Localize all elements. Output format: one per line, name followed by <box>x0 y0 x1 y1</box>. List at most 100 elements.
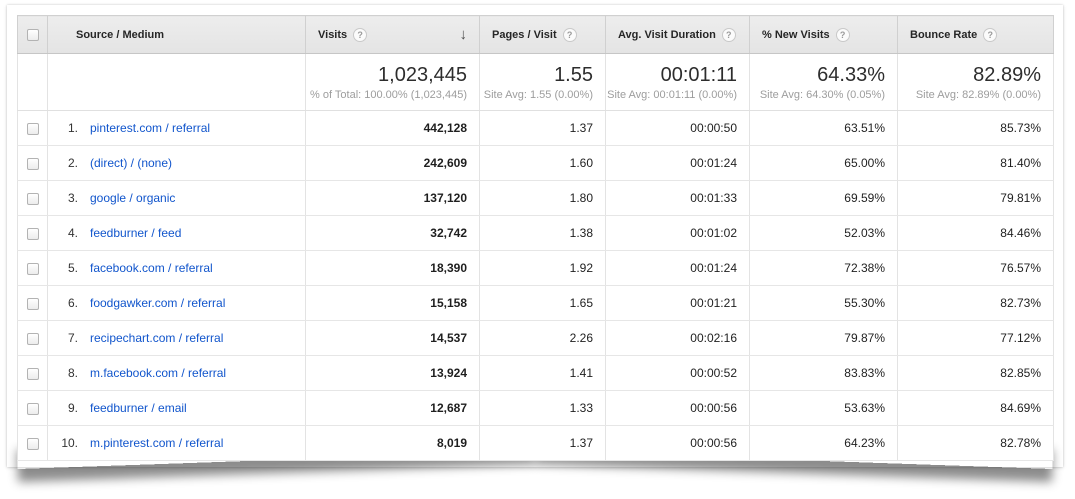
source-medium-link[interactable]: (direct) / (none) <box>90 156 173 170</box>
sort-descending-icon[interactable]: ↓ <box>459 26 468 43</box>
pages-per-visit-value: 1.38 <box>479 215 606 251</box>
column-header-avg-visit-duration: Avg. Visit Duration ? <box>605 15 750 54</box>
pct-new-visits-value: 52.03% <box>749 215 898 251</box>
visits-value: 15,158 <box>305 285 480 321</box>
bounce-rate-value: 84.46% <box>897 215 1054 251</box>
bounce-rate-value: 82.73% <box>897 285 1054 321</box>
visits-total-value: 1,023,445 <box>378 63 467 86</box>
row-checkbox[interactable] <box>26 262 39 275</box>
pages-per-visit-total-value: 1.55 <box>554 63 593 86</box>
source-medium-link[interactable]: feedburner / feed <box>90 226 182 240</box>
visits-value: 137,120 <box>305 180 480 216</box>
help-icon[interactable]: ? <box>721 27 736 42</box>
pages-per-visit-value: 1.92 <box>479 250 606 286</box>
pct-new-visits-header-label[interactable]: % New Visits <box>762 28 830 41</box>
row-rank: 7. <box>67 331 78 345</box>
table-row: 6. foodgawker.com / referral 15,158 1.65 … <box>17 285 1054 321</box>
pct-new-visits-value: 64.23% <box>749 425 898 461</box>
select-all-checkbox[interactable] <box>26 28 39 41</box>
visits-total-cell: 1,023,445 % of Total: 100.00% (1,023,445… <box>305 53 480 111</box>
table-row: 1. pinterest.com / referral 442,128 1.37 … <box>17 110 1054 146</box>
pages-per-visit-total-note: Site Avg: 1.55 (0.00%) <box>483 88 593 101</box>
visits-value: 14,537 <box>305 320 480 356</box>
table-row: 2. (direct) / (none) 242,609 1.60 00:01:2… <box>17 145 1054 181</box>
pages-per-visit-value: 1.65 <box>479 285 606 321</box>
pages-per-visit-value: 2.26 <box>479 320 606 356</box>
row-rank: 6. <box>67 296 78 310</box>
source-medium-header-label[interactable]: Source / Medium <box>76 28 165 41</box>
avg-visit-duration-value: 00:01:33 <box>605 180 750 216</box>
visits-header-label[interactable]: Visits <box>318 28 348 41</box>
visits-value: 32,742 <box>305 215 480 251</box>
pct-new-visits-value: 72.38% <box>749 250 898 286</box>
row-rank: 10. <box>61 436 78 450</box>
row-checkbox[interactable] <box>26 157 39 170</box>
bounce-rate-total-note: Site Avg: 82.89% (0.00%) <box>915 88 1041 101</box>
source-medium-link[interactable]: facebook.com / referral <box>90 261 213 275</box>
bounce-rate-value: 82.78% <box>897 425 1054 461</box>
source-medium-table: Source / Medium Visits ? ↓ Pages / Visit… <box>17 15 1054 461</box>
row-checkbox[interactable] <box>26 297 39 310</box>
pct-new-visits-value: 63.51% <box>749 110 898 146</box>
pages-per-visit-total-cell: 1.55 Site Avg: 1.55 (0.00%) <box>479 53 606 111</box>
row-checkbox[interactable] <box>26 122 39 135</box>
column-header-source-medium: Source / Medium <box>47 15 306 54</box>
row-checkbox[interactable] <box>26 227 39 240</box>
row-rank: 1. <box>67 121 78 135</box>
totals-checkbox-cell <box>17 53 48 111</box>
source-medium-link[interactable]: recipechart.com / referral <box>90 331 224 345</box>
source-medium-link[interactable]: google / organic <box>90 191 176 205</box>
row-checkbox[interactable] <box>26 402 39 415</box>
row-rank: 8. <box>67 366 78 380</box>
pct-new-visits-total-cell: 64.33% Site Avg: 64.30% (0.05%) <box>749 53 898 111</box>
avg-visit-duration-value: 00:02:16 <box>605 320 750 356</box>
row-checkbox[interactable] <box>26 332 39 345</box>
help-icon[interactable]: ? <box>835 27 850 42</box>
visits-value: 442,128 <box>305 110 480 146</box>
row-checkbox[interactable] <box>26 367 39 380</box>
bounce-rate-header-label[interactable]: Bounce Rate <box>910 28 978 41</box>
table-row: 3. google / organic 137,120 1.80 00:01:33… <box>17 180 1054 216</box>
table-row: 4. feedburner / feed 32,742 1.38 00:01:02… <box>17 215 1054 251</box>
report-sheet: Source / Medium Visits ? ↓ Pages / Visit… <box>7 5 1063 467</box>
help-icon[interactable]: ? <box>983 27 998 42</box>
avg-visit-duration-value: 00:01:21 <box>605 285 750 321</box>
avg-visit-duration-header-label[interactable]: Avg. Visit Duration <box>618 28 716 41</box>
pages-per-visit-value: 1.80 <box>479 180 606 216</box>
pages-per-visit-header-label[interactable]: Pages / Visit <box>492 28 557 41</box>
help-icon[interactable]: ? <box>562 27 577 42</box>
avg-visit-duration-total-value: 00:01:11 <box>660 63 737 86</box>
pct-new-visits-value: 53.63% <box>749 390 898 426</box>
pages-per-visit-value: 1.33 <box>479 390 606 426</box>
bounce-rate-value: 76.57% <box>897 250 1054 286</box>
totals-row: 1,023,445 % of Total: 100.00% (1,023,445… <box>17 53 1054 111</box>
row-checkbox[interactable] <box>26 192 39 205</box>
visits-total-note: % of Total: 100.00% (1,023,445) <box>310 88 467 101</box>
header-checkbox-cell <box>17 15 48 54</box>
pages-per-visit-value: 1.37 <box>479 110 606 146</box>
bounce-rate-value: 77.12% <box>897 320 1054 356</box>
pages-per-visit-value: 1.41 <box>479 355 606 391</box>
totals-source-cell <box>47 53 306 111</box>
visits-value: 242,609 <box>305 145 480 181</box>
source-medium-link[interactable]: m.facebook.com / referral <box>90 366 227 380</box>
source-medium-link[interactable]: pinterest.com / referral <box>90 121 211 135</box>
table-row: 10. m.pinterest.com / referral 8,019 1.37… <box>17 425 1054 461</box>
bounce-rate-total-cell: 82.89% Site Avg: 82.89% (0.00%) <box>897 53 1054 111</box>
bounce-rate-value: 81.40% <box>897 145 1054 181</box>
avg-visit-duration-value: 00:00:50 <box>605 110 750 146</box>
source-medium-link[interactable]: m.pinterest.com / referral <box>90 436 224 450</box>
header-row: Source / Medium Visits ? ↓ Pages / Visit… <box>17 15 1054 54</box>
help-icon[interactable]: ? <box>353 27 368 42</box>
pages-per-visit-value: 1.37 <box>479 425 606 461</box>
row-checkbox[interactable] <box>26 437 39 450</box>
avg-visit-duration-value: 00:01:02 <box>605 215 750 251</box>
avg-visit-duration-total-cell: 00:01:11 Site Avg: 00:01:11 (0.00%) <box>605 53 750 111</box>
row-rank: 3. <box>67 191 78 205</box>
visits-value: 12,687 <box>305 390 480 426</box>
source-medium-link[interactable]: feedburner / email <box>90 401 187 415</box>
source-medium-link[interactable]: foodgawker.com / referral <box>90 296 226 310</box>
row-rank: 2. <box>67 156 78 170</box>
pct-new-visits-value: 65.00% <box>749 145 898 181</box>
column-header-pages-per-visit: Pages / Visit ? <box>479 15 606 54</box>
